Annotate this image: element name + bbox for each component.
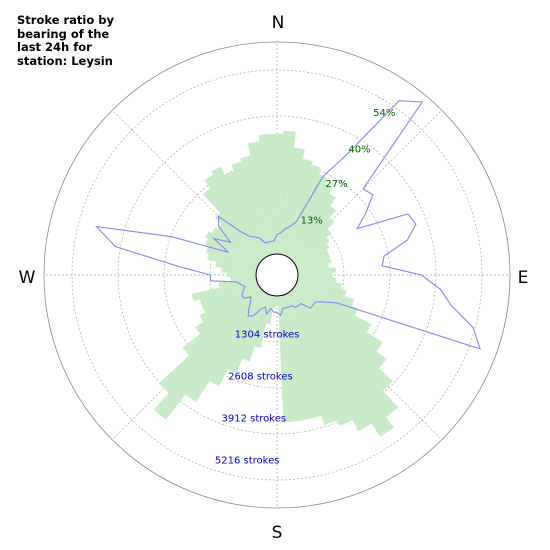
ratio-bar bbox=[297, 279, 347, 297]
compass-south: S bbox=[272, 523, 283, 543]
ratio-bar bbox=[297, 275, 336, 283]
title-line: station: Leysin bbox=[17, 53, 113, 68]
ratio-bar bbox=[242, 294, 271, 362]
ratio-tick-label: 54% bbox=[373, 108, 395, 119]
stroke-count-series bbox=[95, 100, 481, 350]
ratio-bar bbox=[283, 294, 338, 425]
ratio-bar bbox=[285, 293, 353, 426]
ratio-bar bbox=[211, 166, 268, 258]
ratio-bar bbox=[240, 155, 273, 255]
ratio-bar bbox=[292, 287, 387, 369]
ratio-bar bbox=[215, 261, 257, 273]
ratio-bar bbox=[281, 158, 313, 255]
count-tick-label: 2608 strokes bbox=[228, 372, 293, 383]
ratio-bar bbox=[297, 272, 333, 278]
compass-west: W bbox=[19, 268, 36, 288]
grid-spoke bbox=[111, 109, 263, 261]
ratio-bar bbox=[211, 227, 261, 264]
count-tick-label: 3912 strokes bbox=[222, 413, 287, 424]
ratio-bar bbox=[272, 295, 277, 309]
center-hole bbox=[255, 253, 299, 297]
ratio-bar bbox=[294, 284, 372, 333]
ratio-bar bbox=[285, 173, 328, 257]
title-line: bearing of the bbox=[17, 26, 110, 41]
ratio-bar bbox=[291, 289, 393, 391]
ratio-bar bbox=[182, 287, 262, 356]
ratio-bar bbox=[286, 183, 333, 258]
count-tick-label: 1304 strokes bbox=[235, 330, 300, 341]
ratio-tick-label: 40% bbox=[348, 145, 370, 156]
ratio-bar bbox=[277, 130, 296, 255]
ratio-bar bbox=[286, 292, 372, 432]
title-line: Stroke ratio by bbox=[17, 13, 114, 27]
ratio-bar bbox=[270, 133, 284, 255]
tick-labels: 13% 27% 40% 54% 1304 strokes 2608 strokes 3912… bbox=[215, 108, 396, 466]
ratio-bar bbox=[153, 290, 265, 420]
ratio-bar bbox=[275, 295, 279, 306]
ratio-bar bbox=[258, 133, 277, 255]
ratio-bar bbox=[297, 263, 330, 273]
grid-spoke bbox=[291, 109, 443, 261]
ratio-bar bbox=[224, 170, 269, 257]
ratio-bar bbox=[297, 267, 336, 275]
compass-north: N bbox=[272, 13, 285, 33]
ratio-bar bbox=[185, 291, 266, 403]
grid-spoke bbox=[111, 289, 263, 441]
ratio-bar bbox=[254, 295, 273, 349]
ratio-bar bbox=[297, 277, 342, 290]
ratio-bar bbox=[217, 224, 262, 263]
ratio-bar bbox=[204, 239, 259, 267]
ratio-bar bbox=[207, 253, 257, 271]
ratio-tick-label: 27% bbox=[325, 179, 347, 190]
ratio-bar bbox=[221, 267, 257, 275]
ratio-tick-label: 13% bbox=[301, 216, 323, 227]
ratio-bar bbox=[199, 284, 260, 322]
ratio-bar bbox=[231, 161, 271, 256]
ratio-bar bbox=[283, 164, 322, 256]
ratio-bar bbox=[214, 212, 263, 261]
ratio-bar bbox=[205, 246, 258, 269]
ratio-bar bbox=[199, 281, 258, 307]
ratio-bar bbox=[289, 205, 337, 260]
ratio-bar bbox=[227, 293, 269, 374]
count-tick-label: 5216 strokes bbox=[215, 455, 280, 466]
ratio-bar bbox=[279, 295, 309, 422]
ratio-bar bbox=[293, 286, 383, 352]
ratio-bar bbox=[288, 291, 394, 437]
ratio-bar bbox=[158, 289, 263, 394]
ratio-bar bbox=[297, 258, 332, 271]
compass-east: E bbox=[518, 268, 529, 288]
ratio-bar bbox=[288, 193, 337, 259]
ratio-bar bbox=[295, 283, 358, 316]
ratio-bar bbox=[289, 290, 399, 418]
ratio-bars bbox=[153, 130, 399, 437]
ratio-bar bbox=[291, 217, 335, 261]
ratio-bar bbox=[292, 228, 332, 263]
outer-ring bbox=[43, 41, 511, 509]
ratio-bar bbox=[202, 283, 259, 313]
ratio-bar bbox=[296, 253, 331, 269]
stroke-count-line bbox=[95, 100, 481, 350]
ratio-bar bbox=[230, 275, 257, 282]
ratio-bar bbox=[277, 295, 297, 423]
ratio-bar bbox=[227, 272, 257, 278]
ratio-bar bbox=[294, 243, 330, 266]
ratio-bar bbox=[204, 174, 266, 259]
ratio-bar bbox=[281, 295, 322, 420]
chart-title: Stroke ratio by bearing of the last 24h … bbox=[17, 13, 114, 68]
ratio-bar bbox=[247, 141, 275, 255]
ratio-bar bbox=[296, 281, 355, 307]
ratio-bar bbox=[293, 237, 330, 264]
ratio-bar bbox=[295, 249, 329, 267]
ratio-bar bbox=[202, 188, 265, 260]
title-line: last 24h for bbox=[17, 40, 92, 54]
